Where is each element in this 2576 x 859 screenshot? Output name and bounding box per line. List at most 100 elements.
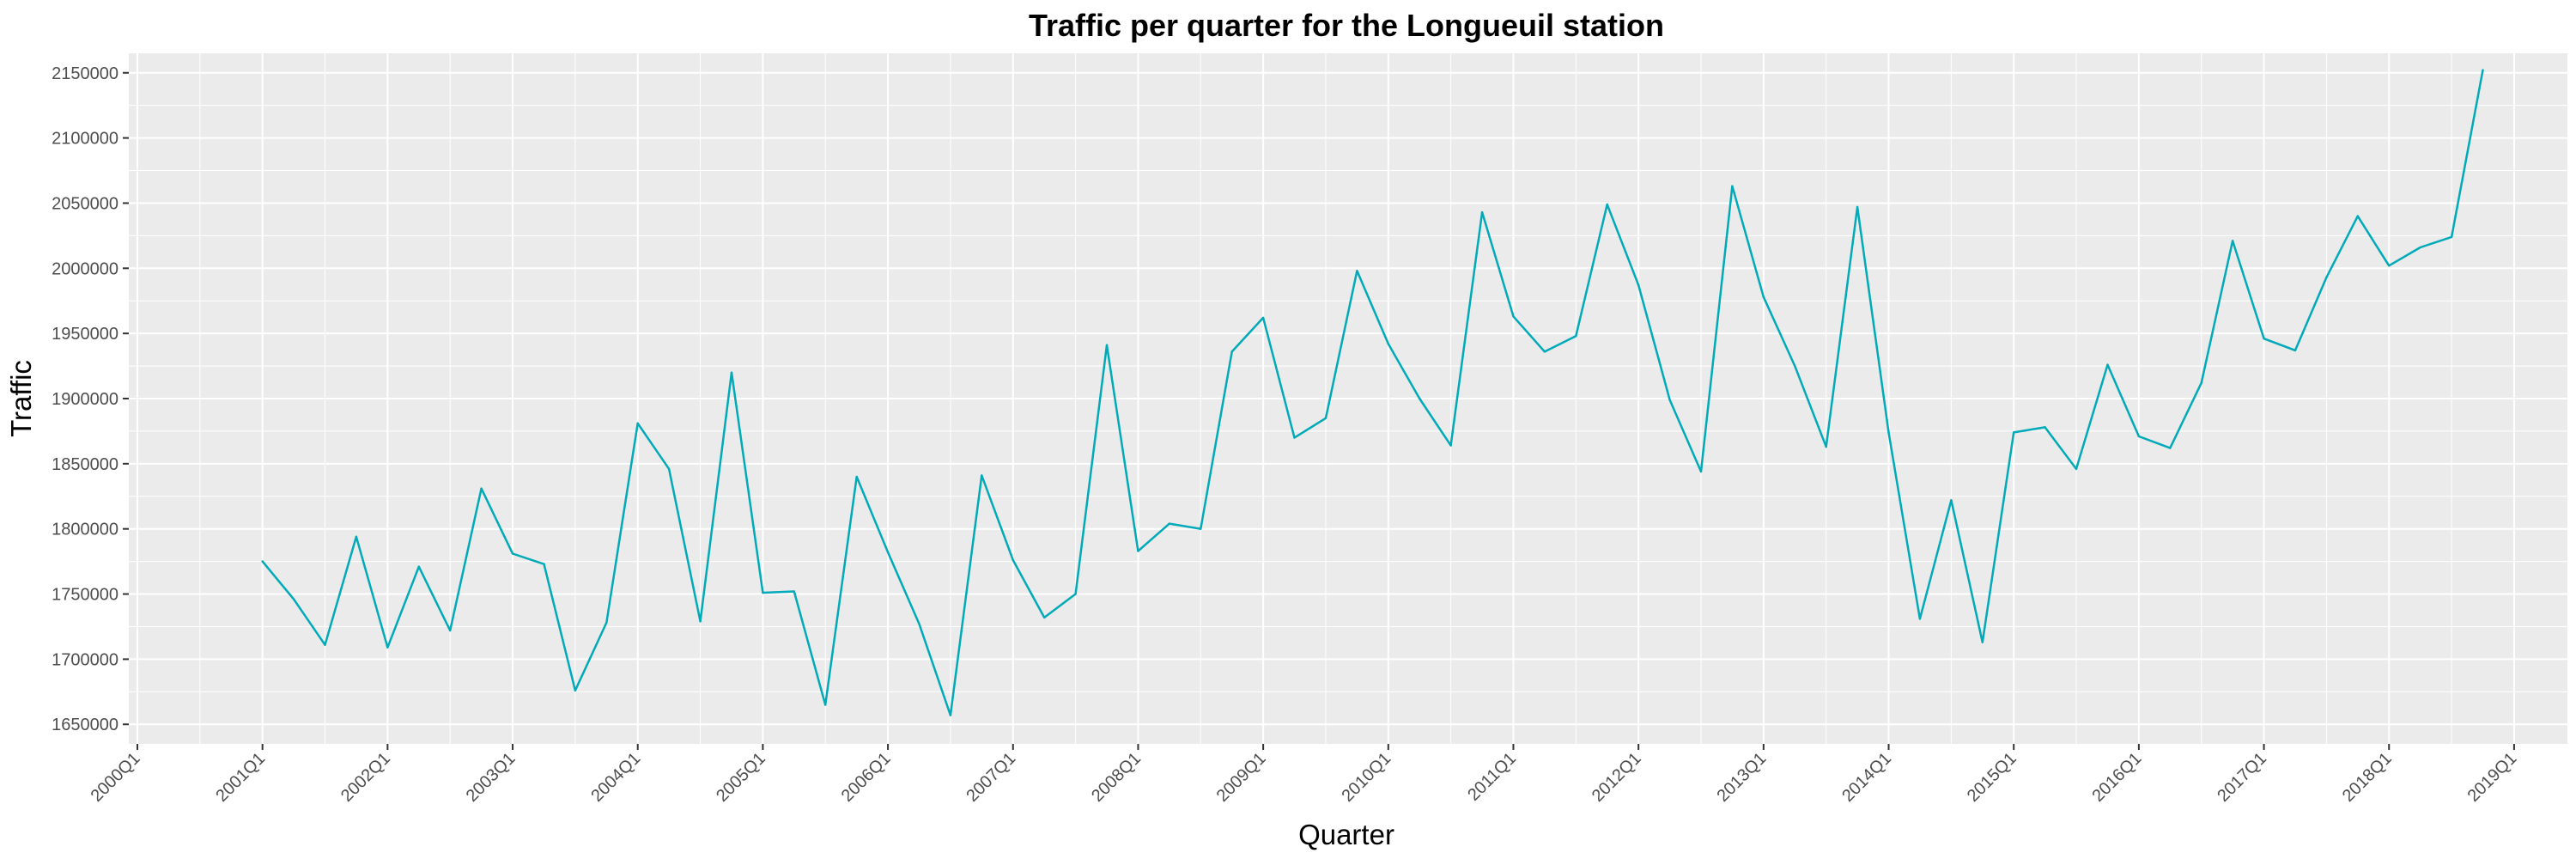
x-tick-label: 2016Q1 bbox=[2089, 749, 2146, 806]
x-tick-label: 2004Q1 bbox=[587, 749, 644, 806]
data-point bbox=[417, 565, 420, 568]
series-layer bbox=[261, 69, 2484, 716]
data-point bbox=[699, 620, 702, 623]
data-point bbox=[543, 563, 545, 565]
x-tick-label: 2013Q1 bbox=[1713, 749, 1770, 806]
y-tick-label: 2100000 bbox=[52, 130, 118, 149]
grid-major bbox=[129, 53, 2567, 744]
data-point bbox=[1918, 618, 1922, 620]
x-tick-label: 2001Q1 bbox=[212, 749, 269, 806]
y-tick-label: 1750000 bbox=[52, 586, 118, 605]
x-tick-label: 2015Q1 bbox=[1964, 749, 2020, 806]
x-tick-label: 2008Q1 bbox=[1088, 749, 1145, 806]
data-point bbox=[1387, 343, 1390, 345]
chart-title: Traffic per quarter for the Longueuil st… bbox=[1029, 8, 1664, 43]
data-point bbox=[2137, 435, 2141, 438]
data-point bbox=[605, 621, 608, 624]
data-point bbox=[981, 474, 983, 477]
data-point bbox=[2482, 69, 2484, 71]
y-axis: 1650000 1700000 1750000 1800000 1850000 19000… bbox=[52, 64, 129, 734]
data-point bbox=[2075, 467, 2078, 471]
x-tick-label: 2014Q1 bbox=[1838, 749, 1895, 806]
data-point bbox=[2325, 276, 2328, 279]
data-point bbox=[1856, 205, 1859, 209]
x-tick-label: 2017Q1 bbox=[2214, 749, 2270, 806]
data-point bbox=[793, 590, 796, 593]
y-tick-label: 2150000 bbox=[52, 64, 118, 83]
data-point bbox=[480, 487, 483, 490]
data-point bbox=[2293, 349, 2297, 352]
y-tick-label: 1650000 bbox=[52, 716, 118, 734]
data-point bbox=[730, 371, 733, 374]
data-point bbox=[292, 598, 295, 600]
data-point bbox=[2419, 246, 2421, 249]
data-point bbox=[1105, 344, 1109, 347]
x-tick-label: 2012Q1 bbox=[1589, 749, 1645, 806]
data-point bbox=[1668, 399, 1671, 401]
x-tick-label: 2019Q1 bbox=[2464, 749, 2521, 806]
data-point bbox=[1637, 283, 1640, 287]
data-point bbox=[1512, 315, 1515, 318]
data-point bbox=[1419, 397, 1421, 400]
data-point bbox=[1261, 316, 1265, 320]
data-point bbox=[1699, 470, 1703, 473]
x-tick-label: 2006Q1 bbox=[838, 749, 895, 806]
x-tick-label: 2018Q1 bbox=[2339, 749, 2396, 806]
data-point bbox=[1168, 522, 1171, 525]
y-tick-label: 2050000 bbox=[52, 194, 118, 213]
x-tick-label: 2003Q1 bbox=[463, 749, 519, 806]
data-point bbox=[1794, 364, 1796, 368]
data-point bbox=[324, 643, 326, 646]
y-tick-label: 1900000 bbox=[52, 390, 118, 409]
x-tick-label: 2011Q1 bbox=[1464, 749, 1520, 805]
x-tick-label: 2009Q1 bbox=[1213, 749, 1270, 806]
data-point bbox=[1480, 210, 1484, 214]
data-point bbox=[1293, 436, 1296, 439]
data-point bbox=[1543, 350, 1546, 353]
data-point bbox=[386, 646, 389, 649]
data-point bbox=[2106, 363, 2109, 366]
x-tick-label: 2000Q1 bbox=[88, 749, 144, 806]
data-point bbox=[2013, 431, 2015, 434]
data-point bbox=[2169, 447, 2172, 449]
data-point bbox=[449, 629, 452, 632]
data-point bbox=[1356, 270, 1358, 272]
data-point bbox=[2044, 426, 2046, 429]
data-point bbox=[1042, 616, 1046, 619]
data-point bbox=[2388, 265, 2391, 267]
x-axis-title: Quarter bbox=[1298, 819, 1394, 850]
data-point bbox=[1449, 444, 1452, 447]
x-axis: 2000Q1 2001Q1 2002Q1 2003Q1 2004Q1 2005Q1 2006… bbox=[88, 744, 2521, 806]
data-point bbox=[2231, 240, 2234, 242]
data-point bbox=[1074, 593, 1077, 595]
series-line bbox=[261, 69, 2484, 716]
data-point bbox=[2356, 215, 2360, 217]
y-tick-label: 1950000 bbox=[52, 325, 118, 344]
data-point bbox=[636, 422, 639, 425]
data-point bbox=[1825, 445, 1827, 448]
x-tick-label: 2010Q1 bbox=[1338, 749, 1394, 806]
x-tick-label: 2002Q1 bbox=[337, 749, 394, 806]
data-point bbox=[1575, 334, 1577, 338]
data-point bbox=[355, 535, 358, 538]
data-point bbox=[824, 704, 827, 706]
data-point bbox=[1137, 550, 1139, 552]
data-point bbox=[2450, 235, 2453, 239]
x-tick-label: 2005Q1 bbox=[713, 749, 769, 806]
y-tick-label: 1850000 bbox=[52, 455, 118, 474]
y-tick-label: 1700000 bbox=[52, 650, 118, 669]
data-point bbox=[511, 552, 514, 555]
data-point bbox=[1981, 641, 1984, 643]
data-point bbox=[261, 560, 264, 563]
data-point bbox=[1887, 431, 1890, 434]
data-point bbox=[855, 475, 858, 478]
y-tick-label: 2000000 bbox=[52, 259, 118, 278]
data-point bbox=[1606, 203, 1608, 206]
data-point bbox=[1950, 499, 1953, 502]
data-point bbox=[762, 591, 764, 594]
data-point bbox=[1731, 185, 1734, 187]
data-point bbox=[574, 689, 577, 692]
data-point bbox=[1200, 527, 1202, 530]
data-point bbox=[949, 714, 952, 716]
